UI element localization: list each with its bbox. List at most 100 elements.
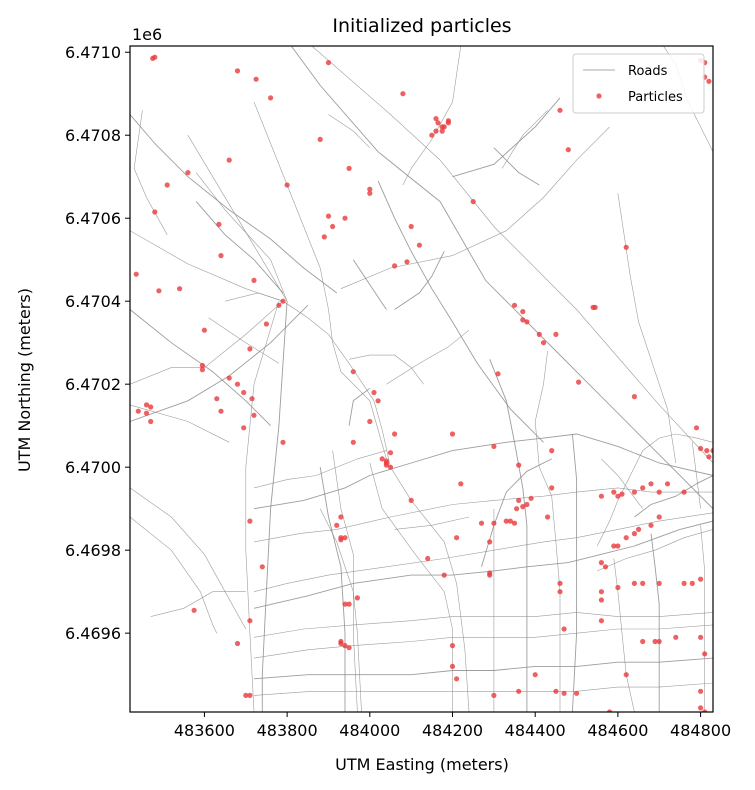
particle-point xyxy=(214,396,220,402)
particle-point xyxy=(598,597,605,603)
particle-point xyxy=(623,244,629,250)
particle-point xyxy=(338,640,344,647)
road-line xyxy=(377,180,544,443)
road-line xyxy=(634,475,713,518)
particle-point xyxy=(702,709,708,712)
y-tick-label: 6.4696 xyxy=(65,624,121,643)
y-tick-label: 6.4698 xyxy=(65,541,121,560)
road-line xyxy=(133,110,168,235)
particle-point xyxy=(623,672,629,678)
y-tick-label: 6.4706 xyxy=(65,209,121,228)
particle-point xyxy=(234,381,241,387)
particle-point xyxy=(520,309,526,315)
particle-point xyxy=(317,136,323,142)
particle-point xyxy=(664,481,671,487)
particle-point xyxy=(247,618,253,624)
particle-point xyxy=(177,286,183,292)
particle-point xyxy=(640,580,646,587)
particle-point xyxy=(199,362,205,369)
x-tick-label: 483800 xyxy=(257,721,318,740)
particle-point xyxy=(574,690,580,696)
road-line xyxy=(692,442,701,509)
particle-point xyxy=(350,439,356,445)
road-line xyxy=(700,525,705,712)
road-line xyxy=(253,624,713,659)
particle-point xyxy=(598,618,605,624)
particle-point xyxy=(553,331,559,337)
particle-point xyxy=(135,408,141,414)
particle-point xyxy=(536,331,542,337)
particle-point xyxy=(561,690,567,696)
particle-point xyxy=(549,485,555,491)
x-axis: 483600 483800 484000 484200 484400 484600 4848… xyxy=(174,712,731,740)
road-line xyxy=(253,450,387,489)
x-tick-label: 484600 xyxy=(587,721,648,740)
road-line xyxy=(352,259,387,310)
particle-point xyxy=(408,223,414,230)
particle-point xyxy=(433,116,439,122)
particle-point xyxy=(375,398,381,404)
y-axis-offset-label: 1e6 xyxy=(132,25,162,44)
particle-point xyxy=(478,520,485,526)
road-line xyxy=(130,300,284,385)
road-line xyxy=(130,309,271,427)
particle-point xyxy=(433,128,439,134)
plot-frame xyxy=(129,45,714,713)
particle-point xyxy=(234,640,241,647)
particle-point xyxy=(218,408,224,414)
particle-point xyxy=(545,514,551,520)
particle-point xyxy=(706,78,712,84)
particle-point xyxy=(532,672,538,678)
x-axis-label: UTM Easting (meters) xyxy=(335,755,509,774)
particle-point xyxy=(325,60,332,66)
particle-point xyxy=(495,371,501,377)
particle-point xyxy=(216,221,222,227)
particle-point xyxy=(143,410,150,416)
particle-point xyxy=(371,389,377,396)
road-line xyxy=(253,433,713,510)
particle-point xyxy=(226,157,232,163)
particle-point xyxy=(689,580,695,587)
road-line xyxy=(195,201,284,294)
road-line xyxy=(130,404,230,443)
particle-point xyxy=(470,199,476,205)
particle-point xyxy=(392,263,398,269)
road-line xyxy=(195,172,288,302)
particle-point xyxy=(549,448,555,454)
particle-point xyxy=(491,692,497,699)
chart-title: Initialized particles xyxy=(332,15,511,37)
particle-point xyxy=(243,692,249,699)
particle-point xyxy=(342,643,348,649)
road-line xyxy=(534,350,561,712)
particle-point xyxy=(449,643,456,649)
particle-point xyxy=(241,425,247,431)
particle-point xyxy=(247,692,253,699)
particle-point xyxy=(445,120,451,126)
particle-point xyxy=(615,493,621,499)
particle-point xyxy=(607,709,613,712)
particle-point xyxy=(201,327,207,333)
particle-point xyxy=(379,456,385,462)
road-line xyxy=(402,46,462,186)
particle-point xyxy=(400,91,406,97)
road-line xyxy=(130,230,391,468)
particle-point xyxy=(698,705,704,711)
particle-point xyxy=(330,223,336,230)
particle-point xyxy=(249,396,255,402)
road-line xyxy=(394,516,470,530)
x-tick-label: 483600 xyxy=(174,721,235,740)
particle-point xyxy=(152,209,158,215)
particle-point xyxy=(557,580,563,587)
particle-point xyxy=(576,379,582,385)
road-line xyxy=(253,487,713,543)
road-line xyxy=(253,612,713,638)
road-line xyxy=(290,46,713,510)
x-tick-label: 484200 xyxy=(422,721,483,740)
road-line xyxy=(340,126,610,289)
particle-point xyxy=(615,584,621,591)
particle-point xyxy=(280,298,286,304)
road-line xyxy=(481,458,552,567)
road-line xyxy=(253,512,713,592)
particle-point xyxy=(602,564,609,570)
particle-point xyxy=(199,367,205,373)
